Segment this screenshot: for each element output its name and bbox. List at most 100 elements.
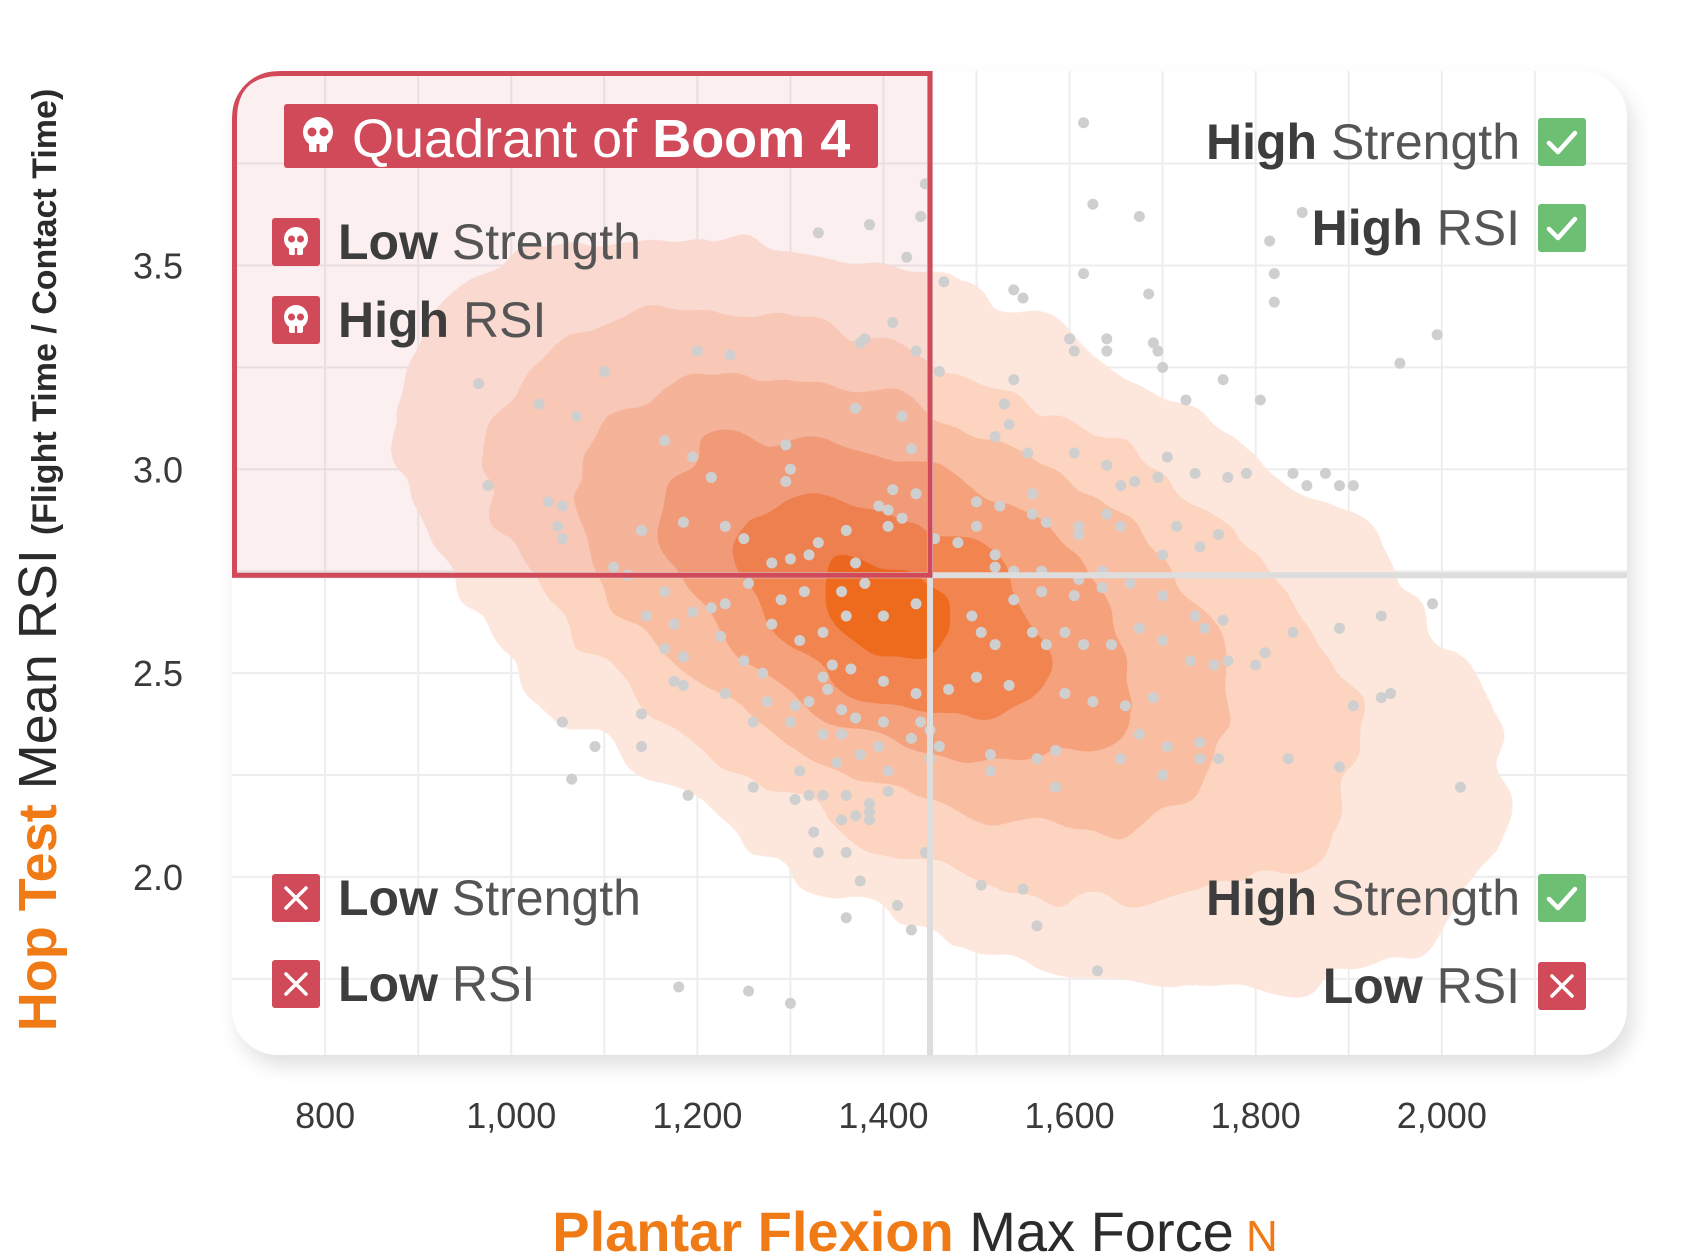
scatter-point (864, 219, 876, 231)
check-icon (1538, 204, 1586, 252)
scatter-point (1161, 740, 1173, 752)
scatter-point (938, 276, 950, 288)
scatter-point (784, 997, 796, 1009)
scatter-point (989, 639, 1001, 651)
scatter-point (1078, 117, 1090, 129)
quadrant-label-text: Low RSI (1323, 958, 1520, 1014)
scatter-point (659, 586, 671, 598)
scatter-point (859, 577, 871, 589)
scatter-point (1157, 590, 1169, 602)
scatter-point (1157, 769, 1169, 781)
scatter-point (998, 398, 1010, 410)
scatter-point (1147, 337, 1159, 349)
scatter-point (1068, 590, 1080, 602)
quadrant-label-bottom-right: High Strength (1206, 870, 1586, 926)
scatter-point (994, 500, 1006, 512)
scatter-point (812, 227, 824, 239)
scatter-point (719, 520, 731, 532)
y-axis-label-main: Mean RSI (8, 549, 68, 804)
scatter-point (766, 618, 778, 630)
scatter-point (1333, 480, 1345, 492)
scatter-point (1078, 268, 1090, 280)
scatter-point (1254, 394, 1266, 406)
scatter-point (910, 598, 922, 610)
label-bold: High (1206, 870, 1317, 926)
density-contours (397, 236, 1508, 990)
x-tick-label: 1,000 (466, 1095, 556, 1136)
scatter-point (896, 512, 908, 524)
quadrant-label-text: High Strength (1206, 114, 1520, 170)
scatter-point (975, 879, 987, 891)
badge-text-regular: Quadrant of (352, 109, 652, 169)
scatter-point (1375, 610, 1387, 622)
scatter-point (743, 985, 755, 997)
scatter-point (836, 728, 848, 740)
scatter-point (473, 378, 485, 390)
scatter-point (757, 667, 768, 679)
scatter-point (1064, 333, 1076, 345)
scatter-point (1026, 488, 1038, 500)
scatter-point (1133, 211, 1145, 223)
scatter-point (840, 789, 852, 801)
quadrant-label-bottom-left: Low RSI (272, 956, 535, 1012)
scatter-point (882, 520, 894, 532)
scatter-point (794, 634, 806, 646)
scatter-point (1087, 696, 1099, 708)
scatter-point (817, 626, 829, 638)
scatter-point (1101, 459, 1113, 471)
scatter-point (1282, 753, 1294, 765)
scatter-point (817, 728, 829, 740)
scatter-point (1208, 659, 1220, 671)
y-axis-label-sub: (Flight Time / Contact Time) (26, 89, 64, 535)
label-bold: Low (338, 214, 438, 270)
x-axis-unit: N (1234, 1212, 1278, 1260)
scatter-point (836, 814, 848, 826)
scatter-point (854, 337, 866, 349)
scatter-point (971, 496, 983, 508)
scatter-point (1073, 529, 1085, 541)
scatter-point (1133, 622, 1145, 634)
scatter-point (971, 520, 983, 532)
boom-quadrant-border (232, 71, 933, 578)
scatter-point (482, 480, 494, 492)
scatter-point (1101, 333, 1113, 345)
y-tick-label: 3.5 (133, 245, 183, 286)
y-axis-label: Hop Test Mean RSI (Flight Time / Contact … (8, 89, 68, 1032)
scatter-point (636, 740, 648, 752)
scatter-point (715, 630, 727, 642)
scatter-point (1394, 357, 1406, 369)
scatter-point (1068, 345, 1080, 357)
scatter-point (803, 549, 815, 561)
scatter-point (1301, 480, 1313, 492)
scatter-point (840, 846, 852, 858)
scatter-point (836, 704, 848, 716)
scatter-point (1017, 292, 1029, 304)
scatter-point (817, 671, 829, 683)
scatter-point (682, 789, 694, 801)
scatter-point (877, 610, 889, 622)
density-level-6 (825, 558, 961, 658)
scatter-point (1040, 516, 1052, 528)
label-bold: Low (338, 870, 438, 926)
scatter-point (668, 618, 680, 630)
scatter-point (1171, 520, 1183, 532)
scatter-point (1157, 549, 1169, 561)
scatter-point (1003, 418, 1015, 430)
scatter-point (1217, 614, 1229, 626)
scatter-point (1157, 634, 1169, 646)
scatter-point (1059, 687, 1071, 699)
scatter-point (1008, 374, 1020, 386)
scatter-point (533, 398, 545, 410)
scatter-point (1431, 329, 1443, 341)
quadrant-label-text: Low Strength (338, 870, 641, 926)
scatter-point (877, 716, 889, 728)
scatter-point (933, 740, 945, 752)
scatter-point (556, 500, 568, 512)
scatter-point (1212, 529, 1224, 541)
scatter-point (812, 846, 824, 858)
scatter-point (1124, 577, 1136, 589)
scatter-point (789, 793, 801, 805)
scatter-point (850, 712, 862, 724)
y-tick-label: 2.5 (133, 653, 183, 694)
